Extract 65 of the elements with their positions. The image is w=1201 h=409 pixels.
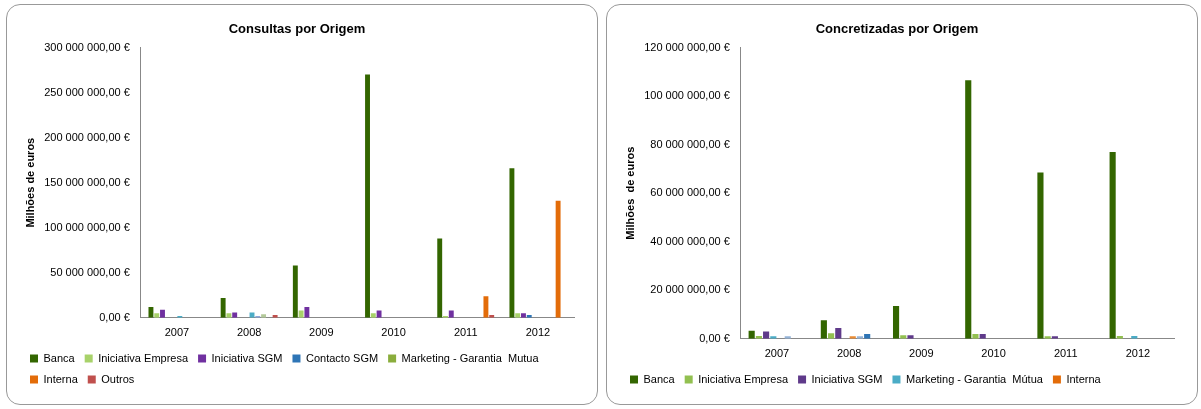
bar xyxy=(965,80,972,339)
bar xyxy=(220,297,226,318)
legend-label: Interna xyxy=(43,372,79,385)
y-tick-label: 20 000 000,00 € xyxy=(650,283,730,296)
y-tick-label: 200 000 000,00 € xyxy=(44,130,130,143)
x-tick-label: 2008 xyxy=(236,326,262,339)
y-tick-label: 250 000 000,00 € xyxy=(44,85,130,98)
y-tick-label: 300 000 000,00 € xyxy=(44,40,130,53)
bar xyxy=(820,320,827,339)
y-axis-title: Milhões de euros xyxy=(623,146,636,240)
x-tick-label: 2008 xyxy=(836,347,862,360)
y-tick-label: 0,00 € xyxy=(99,310,130,323)
bar xyxy=(521,313,526,318)
legend-label: Contacto SGM xyxy=(305,351,379,364)
legend-label: Marketing - Garantia Mútua xyxy=(905,372,1044,385)
bar xyxy=(226,313,232,318)
legend-label: Banca xyxy=(43,351,76,364)
x-tick-label: 2010 xyxy=(981,347,1006,360)
bar xyxy=(292,265,298,318)
y-tick-label: 100 000 000,00 € xyxy=(44,220,130,233)
bar xyxy=(509,168,515,318)
bar xyxy=(370,313,376,318)
x-tick-label: 2009 xyxy=(309,326,334,339)
legend-label: Outros xyxy=(101,372,135,385)
y-tick-label: 80 000 000,00 € xyxy=(650,137,730,150)
x-tick-label: 2010 xyxy=(381,326,406,339)
bar xyxy=(483,296,489,318)
x-tick-label: 2011 xyxy=(453,326,478,339)
x-tick-label: 2009 xyxy=(909,347,934,360)
bar xyxy=(515,313,521,318)
bar xyxy=(365,74,370,318)
bar xyxy=(148,306,154,318)
bar xyxy=(892,306,900,339)
y-axis-title: Milhões de euros xyxy=(23,137,36,228)
bar xyxy=(232,312,238,318)
bar xyxy=(555,200,561,318)
bar xyxy=(304,306,310,318)
y-tick-label: 120 000 000,00 € xyxy=(644,40,730,53)
x-tick-label: 2011 xyxy=(1053,347,1078,360)
x-tick-label: 2012 xyxy=(1125,347,1151,360)
bar xyxy=(972,333,979,339)
bar xyxy=(907,335,914,339)
x-tick-label: 2007 xyxy=(164,326,190,339)
bar xyxy=(437,238,443,318)
legend-label: Banca xyxy=(643,372,676,385)
y-tick-label: 100 000 000,00 € xyxy=(644,89,730,102)
legend-label: Iniciativa SGM xyxy=(811,372,883,385)
legend-label: Iniciativa Empresa xyxy=(698,372,789,385)
y-tick-label: 60 000 000,00 € xyxy=(650,186,730,199)
legend-label: Iniciativa Empresa xyxy=(98,351,189,364)
chart-title: Concretizadas por Origem xyxy=(815,21,979,37)
bar xyxy=(1109,151,1116,339)
y-tick-label: 40 000 000,00 € xyxy=(650,234,730,247)
legend-label: Marketing - Garantia Mutua xyxy=(401,351,540,364)
y-tick-label: 50 000 000,00 € xyxy=(50,265,130,278)
bar xyxy=(1037,172,1044,339)
legend-label: Interna xyxy=(1066,372,1102,385)
legend-label: Iniciativa SGM xyxy=(211,351,283,364)
y-tick-label: 0,00 € xyxy=(699,331,730,344)
bar xyxy=(154,313,160,318)
x-tick-label: 2007 xyxy=(764,347,790,360)
y-tick-label: 150 000 000,00 € xyxy=(44,175,130,188)
x-tick-label: 2012 xyxy=(525,326,551,339)
bar xyxy=(835,328,842,339)
chart-title: Consultas por Origem xyxy=(228,21,366,37)
